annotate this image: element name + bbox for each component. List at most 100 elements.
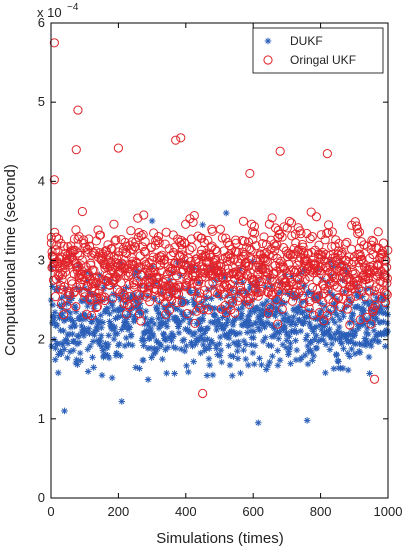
data-point bbox=[105, 341, 112, 348]
data-point bbox=[149, 218, 156, 225]
y-tick-label: 5 bbox=[38, 94, 45, 109]
data-point bbox=[78, 207, 86, 215]
data-point bbox=[357, 349, 364, 356]
x-tick-label: 800 bbox=[310, 504, 332, 519]
data-point bbox=[90, 338, 97, 345]
data-point bbox=[268, 343, 275, 350]
x-tick-label: 200 bbox=[108, 504, 130, 519]
data-point bbox=[145, 376, 152, 383]
y-tick-label: 3 bbox=[38, 253, 45, 268]
data-point bbox=[256, 355, 263, 362]
data-point bbox=[218, 359, 225, 366]
data-point bbox=[245, 362, 252, 369]
data-point bbox=[210, 372, 217, 379]
data-point bbox=[366, 354, 373, 361]
data-point bbox=[225, 342, 232, 349]
data-point bbox=[129, 342, 136, 349]
data-point bbox=[199, 222, 206, 229]
data-point bbox=[52, 356, 59, 363]
data-point bbox=[64, 355, 71, 362]
data-point bbox=[216, 341, 223, 348]
data-point bbox=[176, 330, 183, 337]
data-point bbox=[183, 343, 190, 350]
data-point bbox=[345, 367, 352, 374]
data-point bbox=[111, 336, 118, 343]
data-point bbox=[246, 169, 254, 177]
data-point bbox=[76, 251, 84, 259]
data-point bbox=[255, 419, 262, 426]
data-point bbox=[276, 147, 284, 155]
data-point bbox=[274, 347, 281, 354]
data-point bbox=[77, 350, 84, 357]
data-point bbox=[192, 330, 199, 337]
data-point bbox=[97, 312, 104, 319]
x-tick-label: 600 bbox=[242, 504, 264, 519]
data-point bbox=[51, 293, 59, 301]
exponent-base: x 10 bbox=[37, 5, 62, 20]
data-point bbox=[230, 322, 237, 329]
data-point bbox=[173, 345, 180, 352]
data-point bbox=[216, 225, 224, 233]
data-point bbox=[163, 370, 170, 377]
data-point bbox=[100, 347, 107, 354]
y-tick-label: 0 bbox=[38, 490, 45, 505]
legend-marker-dukf bbox=[265, 38, 272, 45]
data-point bbox=[185, 369, 192, 376]
data-point bbox=[235, 355, 242, 362]
data-point bbox=[370, 375, 378, 383]
data-point bbox=[61, 408, 68, 415]
data-point bbox=[206, 355, 213, 362]
data-point bbox=[329, 341, 336, 348]
data-point bbox=[182, 348, 189, 355]
data-point bbox=[74, 106, 82, 114]
data-point bbox=[218, 347, 225, 354]
data-point bbox=[294, 347, 301, 354]
legend-label-dukf: DUKF bbox=[290, 34, 323, 48]
data-point bbox=[87, 343, 94, 350]
data-point bbox=[72, 146, 80, 154]
data-point bbox=[223, 210, 230, 217]
data-point bbox=[105, 332, 112, 339]
data-point bbox=[182, 220, 190, 228]
data-point bbox=[250, 335, 257, 342]
data-point bbox=[94, 226, 102, 234]
data-point bbox=[251, 361, 258, 368]
data-point bbox=[89, 354, 96, 361]
data-point bbox=[227, 362, 234, 369]
x-tick-label: 1000 bbox=[374, 504, 403, 519]
data-point bbox=[217, 352, 224, 359]
data-point bbox=[188, 243, 196, 251]
data-point bbox=[209, 339, 216, 346]
data-point bbox=[229, 372, 236, 379]
data-point bbox=[310, 353, 317, 360]
data-point bbox=[204, 372, 211, 379]
data-point bbox=[330, 365, 337, 372]
data-point bbox=[172, 136, 180, 144]
legend-asterisk bbox=[265, 38, 272, 45]
data-point bbox=[307, 208, 315, 216]
y-tick-label: 2 bbox=[38, 332, 45, 347]
data-point bbox=[258, 362, 265, 369]
data-point bbox=[199, 389, 207, 397]
data-point bbox=[114, 144, 122, 152]
data-point bbox=[190, 358, 197, 365]
y-axis-label: Computational time (second) bbox=[2, 164, 19, 356]
y-tick-label: 1 bbox=[38, 411, 45, 426]
data-point bbox=[248, 220, 256, 228]
data-point bbox=[327, 346, 334, 353]
data-point bbox=[326, 326, 333, 333]
data-point bbox=[298, 328, 305, 335]
data-point bbox=[99, 372, 106, 379]
data-point bbox=[376, 338, 383, 345]
data-point bbox=[85, 368, 92, 375]
data-point bbox=[96, 231, 104, 239]
data-point bbox=[287, 360, 294, 367]
data-point bbox=[90, 364, 97, 371]
data-point bbox=[237, 330, 244, 337]
data-point bbox=[55, 370, 62, 377]
legend-label-oringal-ukf: Oringal UKF bbox=[290, 53, 356, 67]
data-point bbox=[309, 357, 316, 364]
data-point bbox=[128, 331, 135, 338]
